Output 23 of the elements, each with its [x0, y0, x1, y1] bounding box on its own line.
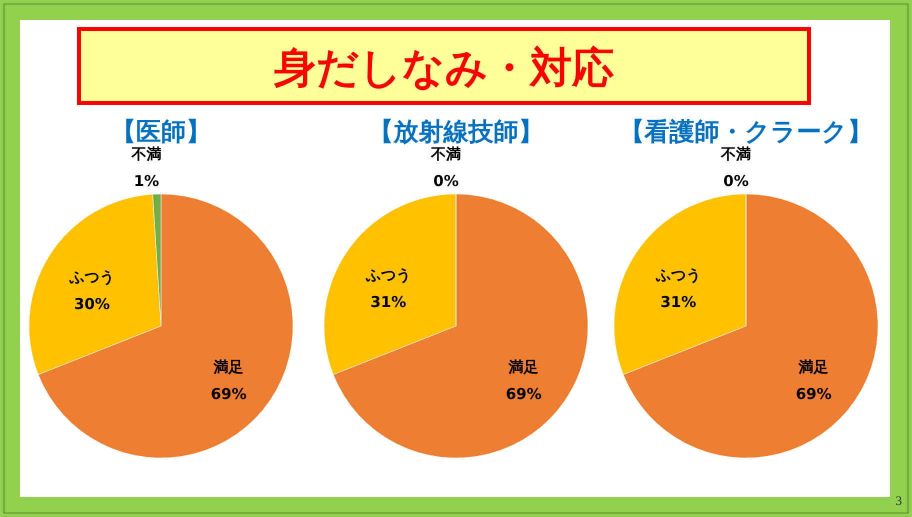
slice-label: 満足	[798, 358, 829, 376]
data-label: 1%	[134, 172, 160, 190]
slice-label: ふつう	[68, 268, 114, 286]
data-label: 31%	[370, 293, 406, 311]
text: 0%	[433, 172, 459, 190]
text: 0%	[723, 172, 749, 190]
category-label: 不満	[721, 145, 751, 163]
data-label: 31%	[660, 293, 696, 311]
data-label: 69%	[506, 385, 542, 403]
chart-title: 【放射線技師】	[368, 117, 544, 146]
slice-label: 満足	[212, 358, 244, 376]
data-label: 30%	[74, 295, 110, 314]
slice-label: ふつう	[364, 266, 411, 284]
text: 3	[896, 493, 902, 508]
chart-title: 【医師】	[111, 117, 211, 146]
slice-label: 不満	[130, 145, 162, 163]
data-label: 69%	[210, 385, 247, 403]
slice-label: 満足	[508, 358, 539, 376]
category-label: 不満	[431, 145, 461, 163]
slice-label: ふつう	[654, 266, 701, 284]
data-label: 69%	[796, 385, 832, 403]
text: 身だしなみ・対応	[273, 43, 614, 92]
chart-title: 【看護師・クラーク】	[620, 117, 872, 146]
